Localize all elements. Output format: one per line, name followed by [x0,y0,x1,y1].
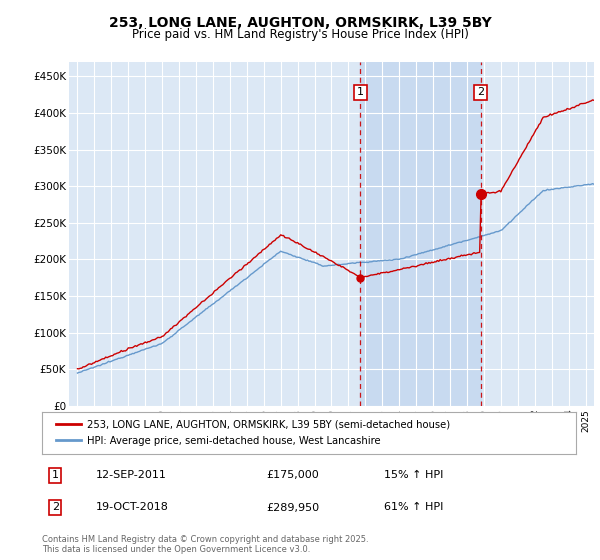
Text: 2: 2 [52,502,59,512]
Text: 1: 1 [357,87,364,97]
Text: £175,000: £175,000 [266,470,319,480]
Text: 12-SEP-2011: 12-SEP-2011 [95,470,166,480]
Text: 19-OCT-2018: 19-OCT-2018 [95,502,168,512]
Legend: 253, LONG LANE, AUGHTON, ORMSKIRK, L39 5BY (semi-detached house), HPI: Average p: 253, LONG LANE, AUGHTON, ORMSKIRK, L39 5… [52,416,454,450]
Text: 15% ↑ HPI: 15% ↑ HPI [384,470,443,480]
Text: £289,950: £289,950 [266,502,319,512]
Text: Contains HM Land Registry data © Crown copyright and database right 2025.
This d: Contains HM Land Registry data © Crown c… [42,535,368,554]
Text: 253, LONG LANE, AUGHTON, ORMSKIRK, L39 5BY: 253, LONG LANE, AUGHTON, ORMSKIRK, L39 5… [109,16,491,30]
Bar [360,62,481,406]
Text: 2: 2 [477,87,484,97]
Text: Price paid vs. HM Land Registry's House Price Index (HPI): Price paid vs. HM Land Registry's House … [131,28,469,41]
Text: 61% ↑ HPI: 61% ↑ HPI [384,502,443,512]
Text: 1: 1 [52,470,59,480]
